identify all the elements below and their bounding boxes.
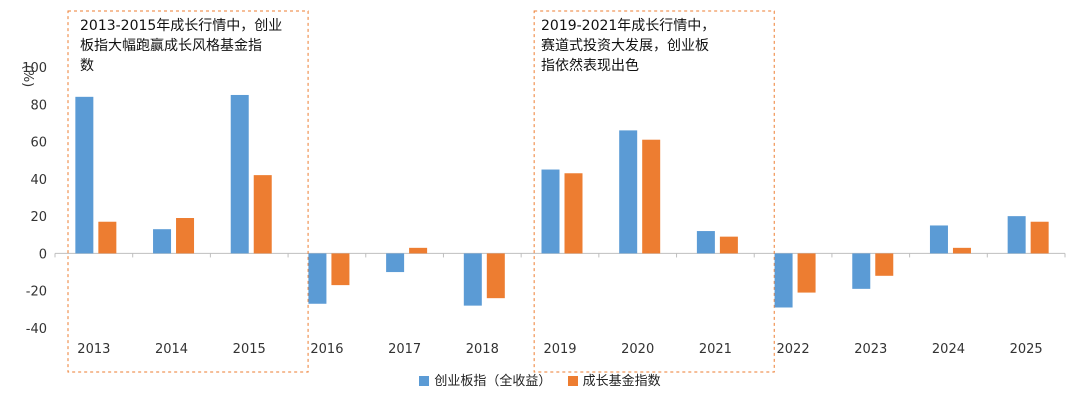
- y-tick-label: 100: [22, 61, 47, 76]
- bar-chinext-2024: [929, 225, 948, 254]
- bar-growth-fund-2023: [875, 253, 894, 276]
- bar-chinext-2021: [696, 231, 715, 254]
- axes-layer: [54, 252, 1066, 258]
- bar-chinext-2019: [541, 169, 560, 254]
- x-tick-label: 2018: [466, 342, 499, 357]
- y-tick-label: 80: [30, 98, 47, 113]
- x-tick-label: 2023: [854, 342, 887, 357]
- bar-chinext-2015: [230, 94, 249, 254]
- legend-swatch-blue: [419, 376, 430, 386]
- x-tick-label: 2020: [621, 342, 654, 357]
- highlight-boxes-layer: [67, 10, 775, 373]
- bar-chinext-2014: [153, 229, 172, 254]
- y-tick-label: 0: [39, 247, 47, 262]
- bar-chinext-2023: [852, 253, 871, 289]
- bar-chinext-2013: [75, 96, 94, 254]
- bar-growth-fund-2024: [952, 247, 971, 254]
- highlight-box-1: [67, 10, 309, 373]
- bar-growth-fund-2016: [331, 253, 350, 286]
- y-tick-label: 40: [30, 173, 47, 188]
- bar-growth-fund-2021: [719, 236, 738, 254]
- annotation-box-2013-2015: 2013-2015年成长行情中，创业 板指大幅跑赢成长风格基金指 数: [80, 18, 283, 74]
- bar-growth-fund-2022: [797, 253, 816, 293]
- bar-growth-fund-2014: [176, 218, 195, 254]
- bars-layer: [75, 94, 1049, 308]
- y-tick-label: -40: [26, 322, 47, 337]
- legend: 创业板指（全收益） 成长基金指数: [0, 370, 1080, 389]
- x-tick-label: 2019: [543, 342, 576, 357]
- bar-growth-fund-2020: [642, 139, 661, 254]
- highlight-box-2: [533, 10, 775, 373]
- bar-chinext-2016: [308, 253, 327, 304]
- bar-growth-fund-2013: [98, 221, 117, 254]
- x-tick-label: 2025: [1010, 342, 1043, 357]
- x-tick-label: 2015: [233, 342, 266, 357]
- legend-item-series-1: 创业板指（全收益）: [419, 370, 551, 389]
- y-tick-label: -20: [26, 285, 47, 300]
- bar-growth-fund-2017: [409, 247, 428, 254]
- bar-chinext-2018: [463, 253, 482, 306]
- annotation-box-2019-2021: 2019-2021年成长行情中， 赛道式投资大发展，创业板 指依然表现出色: [541, 18, 716, 74]
- bar-growth-fund-2019: [564, 173, 583, 254]
- bar-chinext-2025: [1007, 216, 1026, 254]
- bar-chinext-2020: [619, 130, 638, 254]
- labels-layer: -40 -20 0 20 40 60 80 100(%) 2013 2014 2015 2016 201…: [20, 61, 1043, 357]
- legend-label-series-2: 成长基金指数: [582, 374, 661, 389]
- x-tick-label: 2024: [932, 342, 965, 357]
- x-tick-label: 2014: [155, 342, 188, 357]
- y-unit-label: (%): [20, 65, 35, 88]
- x-tick-label: 2022: [777, 342, 810, 357]
- bar-chinext-2017: [386, 253, 405, 273]
- bar-growth-fund-2015: [253, 175, 272, 254]
- legend-item-series-2: 成长基金指数: [567, 370, 661, 389]
- bar-growth-fund-2018: [486, 253, 505, 299]
- y-tick-label: 20: [30, 210, 47, 225]
- legend-swatch-orange: [567, 376, 578, 386]
- x-tick-label: 2021: [699, 342, 732, 357]
- y-tick-label: 60: [30, 136, 47, 151]
- x-tick-label: 2017: [388, 342, 421, 357]
- x-tick-label: 2013: [77, 342, 110, 357]
- x-tick-label: 2016: [310, 342, 343, 357]
- legend-label-series-1: 创业板指（全收益）: [434, 374, 552, 389]
- bar-growth-fund-2025: [1030, 221, 1049, 254]
- bar-chinext-2022: [774, 253, 793, 308]
